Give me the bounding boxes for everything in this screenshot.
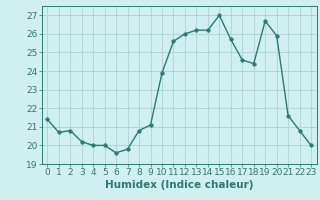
X-axis label: Humidex (Indice chaleur): Humidex (Indice chaleur) bbox=[105, 180, 253, 190]
